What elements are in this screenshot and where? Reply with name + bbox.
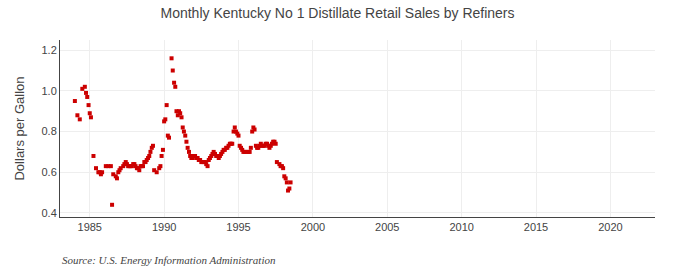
svg-text:0.8: 0.8 (42, 125, 57, 137)
svg-text:1990: 1990 (152, 221, 176, 233)
svg-text:1985: 1985 (78, 221, 102, 233)
svg-text:0.4: 0.4 (42, 207, 57, 219)
svg-text:1995: 1995 (226, 221, 250, 233)
svg-text:2010: 2010 (449, 221, 473, 233)
svg-text:2000: 2000 (301, 221, 325, 233)
svg-text:2020: 2020 (598, 221, 622, 233)
svg-text:0.6: 0.6 (42, 166, 57, 178)
svg-text:1.2: 1.2 (42, 44, 57, 56)
svg-text:1.0: 1.0 (42, 85, 57, 97)
svg-text:Source: U.S. Energy Informatio: Source: U.S. Energy Information Administ… (62, 254, 276, 266)
svg-text:2015: 2015 (524, 221, 548, 233)
svg-text:2005: 2005 (375, 221, 399, 233)
svg-text:Monthly Kentucky No 1 Distilla: Monthly Kentucky No 1 Distillate Retail … (160, 5, 514, 21)
svg-text:Dollars per Gallon: Dollars per Gallon (12, 76, 27, 180)
